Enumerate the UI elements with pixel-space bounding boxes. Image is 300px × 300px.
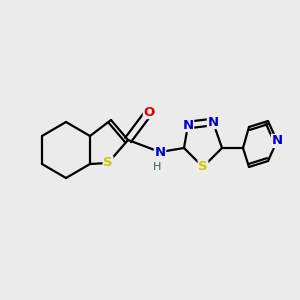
Text: S: S — [103, 157, 113, 169]
Text: N: N — [154, 146, 166, 158]
Text: N: N — [272, 134, 283, 148]
Text: S: S — [198, 160, 208, 173]
Text: N: N — [182, 118, 194, 131]
Text: N: N — [207, 116, 219, 128]
Text: H: H — [153, 162, 161, 172]
Text: O: O — [143, 106, 155, 118]
